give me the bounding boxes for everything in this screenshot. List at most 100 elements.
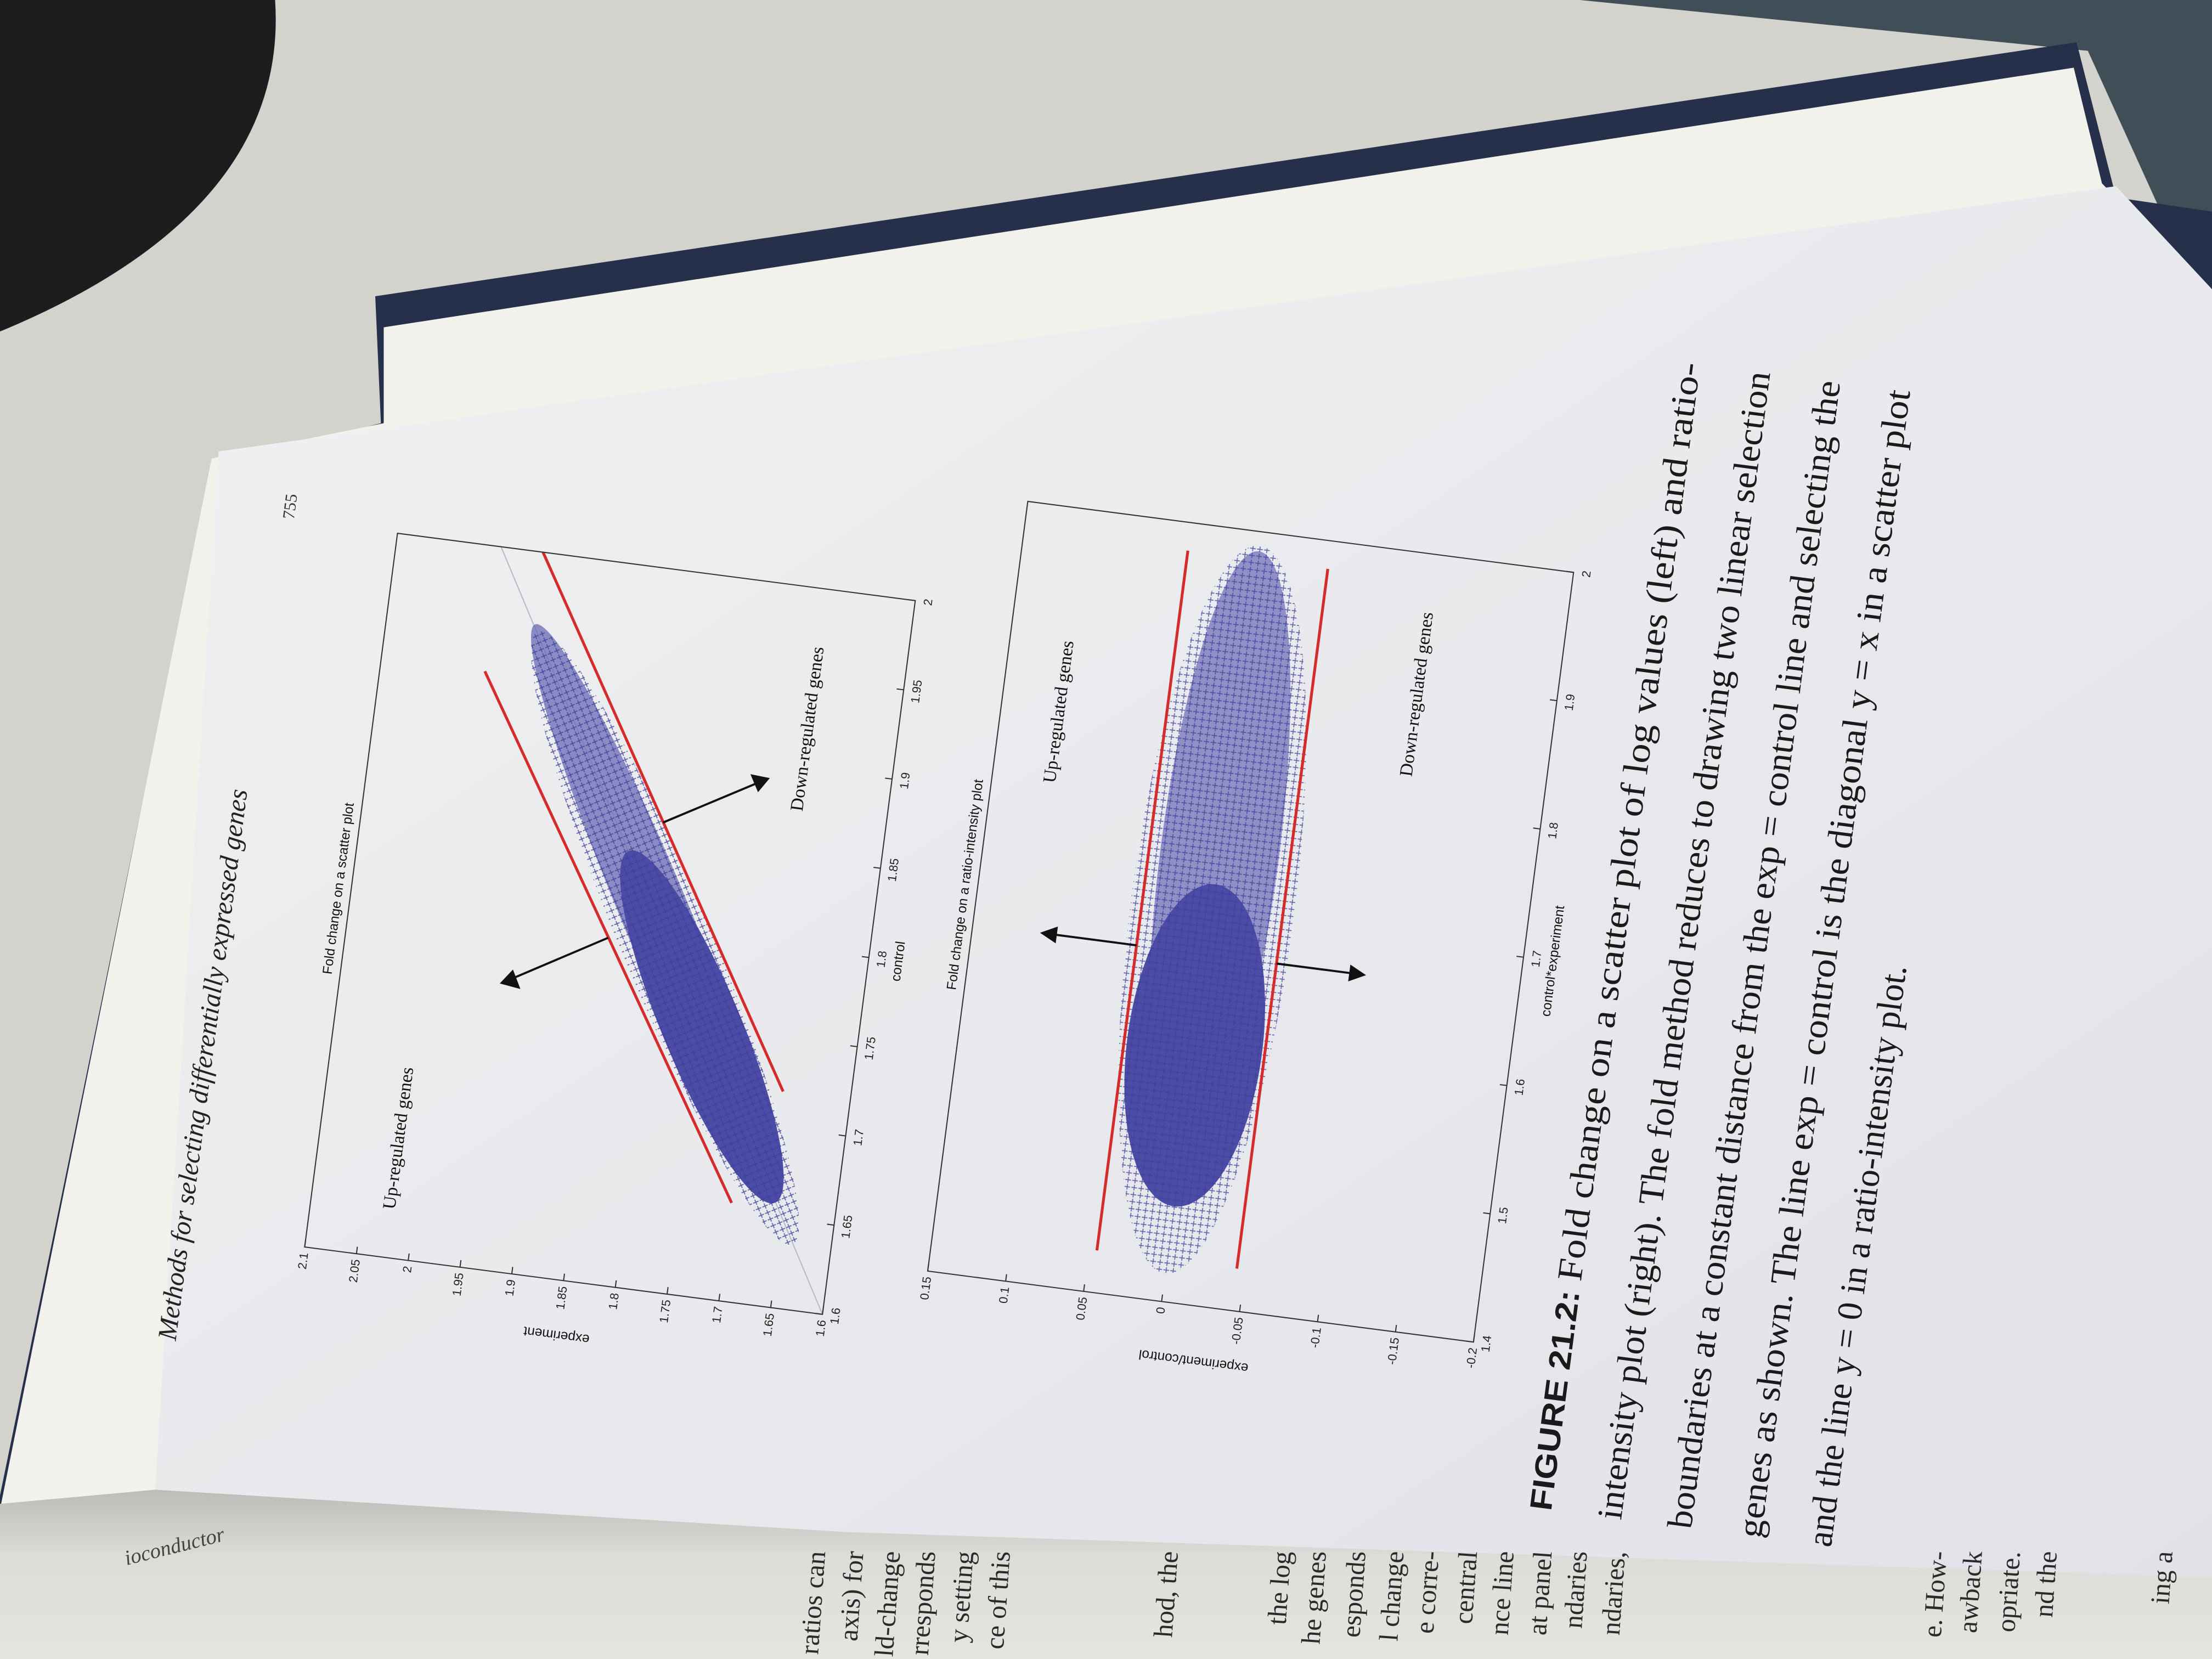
y-tick-label: 2	[400, 1265, 414, 1273]
facing-text: rresponds	[904, 1550, 941, 1656]
x-tick	[850, 1045, 857, 1047]
y-tick-label: 1.65	[760, 1312, 777, 1337]
x-tick	[815, 1313, 823, 1315]
arrow	[1052, 933, 1137, 947]
y-tick-label: 2.1	[295, 1252, 311, 1270]
y-tick	[1083, 1284, 1085, 1292]
x-tick-label: 1.85	[885, 857, 901, 882]
facing-text: ing a	[2145, 1550, 2179, 1605]
y-tick-label: 0.05	[1073, 1296, 1090, 1321]
facing-text: esponds	[1335, 1550, 1372, 1639]
facing-text: e corre-	[1409, 1550, 1444, 1635]
y-tick-label: 0.15	[917, 1276, 934, 1301]
y-tick-label: 1.95	[450, 1272, 466, 1296]
facing-text: ratios can	[794, 1550, 831, 1656]
y-tick-label: 1.8	[606, 1292, 622, 1310]
y-tick-label: 1.9	[502, 1279, 518, 1297]
y-tick	[408, 1253, 410, 1261]
arrow-head	[1348, 964, 1367, 981]
y-tick	[1317, 1314, 1319, 1322]
point-cloud	[531, 631, 799, 1245]
facing-text: nd the	[2028, 1550, 2063, 1618]
x-tick-label: 1.9	[897, 771, 913, 789]
x-tick	[838, 1134, 846, 1137]
x-tick	[896, 688, 904, 691]
x-tick-label: 1.7	[1528, 950, 1544, 968]
x-tick-label: 1.6	[827, 1307, 843, 1325]
y-tick	[614, 1280, 617, 1288]
dark-object	[0, 0, 276, 332]
x-tick-label: 1.65	[838, 1214, 855, 1239]
y-tick-label: 1.6	[813, 1319, 829, 1337]
facing-text: awback	[1953, 1550, 1988, 1634]
y-tick-label: 1.7	[709, 1306, 725, 1324]
arrow-head	[499, 969, 521, 989]
facing-text: nce line	[1484, 1550, 1520, 1637]
y-tick	[1395, 1324, 1397, 1332]
y-tick	[1239, 1304, 1242, 1312]
x-tick	[885, 777, 893, 780]
y-tick-label: 0.1	[996, 1286, 1012, 1304]
x-tick	[1566, 571, 1574, 573]
x-tick-label: 2	[1579, 570, 1593, 578]
x-tick	[1483, 1212, 1491, 1215]
page-number: 755	[279, 493, 301, 520]
facing-text: ndaries,	[1595, 1550, 1632, 1637]
facing-text: he genes	[1295, 1550, 1332, 1645]
y-tick	[459, 1260, 462, 1267]
facing-text: e. How-	[1917, 1550, 1953, 1639]
y-tick	[822, 1307, 824, 1314]
facing-text: axis) for	[833, 1550, 869, 1643]
x-tick-label: 1.8	[1545, 821, 1561, 839]
y-tick	[927, 1264, 929, 1272]
x-tick	[1549, 699, 1557, 702]
x-tick	[908, 599, 916, 601]
facing-text: at panel	[1522, 1550, 1558, 1637]
x-tick-label: 1.7	[850, 1128, 866, 1147]
y-tick	[667, 1287, 669, 1295]
y-tick-label: 2.05	[346, 1259, 363, 1283]
boundary-line	[483, 670, 733, 1204]
y-tick-label: 0	[1153, 1306, 1167, 1314]
x-tick-label: 1.5	[1495, 1206, 1511, 1224]
x-tick	[1499, 1084, 1507, 1086]
y-tick-label: -0.2	[1463, 1347, 1480, 1369]
arrow	[662, 782, 757, 824]
y-tick-label: 1.85	[553, 1285, 569, 1310]
facing-text: ld-change	[868, 1550, 906, 1658]
x-tick	[861, 956, 869, 958]
arrow	[1276, 962, 1354, 975]
facing-text: opriate.	[1990, 1550, 2026, 1633]
x-tick	[873, 866, 881, 869]
x-tick	[1466, 1340, 1474, 1343]
facing-text: ce of this	[979, 1550, 1016, 1650]
facing-text: ndaries	[1558, 1550, 1593, 1630]
facing-text: hod, the	[1148, 1550, 1184, 1639]
boundary-line	[1235, 568, 1329, 1269]
x-tick-label: 2	[921, 598, 935, 606]
y-tick	[1161, 1294, 1164, 1302]
y-tick	[356, 1246, 358, 1254]
facing-text: y setting	[943, 1550, 980, 1644]
x-tick-label: 1.4	[1479, 1335, 1494, 1353]
x-tick-label: 1.8	[874, 950, 890, 968]
x-tick-label: 1.6	[1511, 1078, 1527, 1096]
boundary-line	[1095, 550, 1189, 1251]
arrow	[512, 936, 609, 979]
y-tick	[1005, 1274, 1007, 1282]
facing-text: the log	[1262, 1550, 1297, 1626]
y-tick	[304, 1240, 307, 1248]
y-tick	[1472, 1335, 1475, 1342]
background-dark	[1580, 0, 2212, 325]
x-tick	[827, 1223, 834, 1226]
y-tick	[718, 1294, 721, 1301]
facing-text: l change	[1373, 1550, 1409, 1643]
facing-text: central	[1448, 1550, 1483, 1625]
x-tick	[1516, 956, 1524, 958]
arrow-head	[750, 774, 770, 793]
y-tick-label: 1.75	[657, 1299, 673, 1324]
y-tick	[563, 1273, 565, 1281]
arrow-head	[1040, 926, 1058, 944]
